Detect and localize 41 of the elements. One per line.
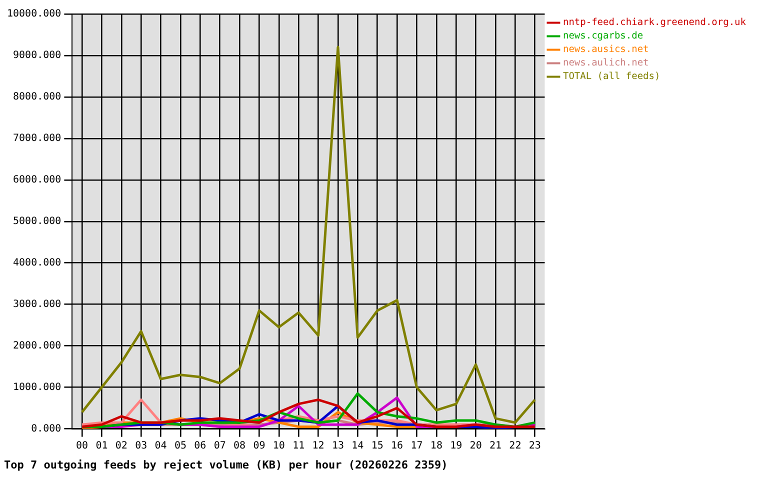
- x-tick-label: 10: [272, 440, 285, 452]
- y-tick-label: 9000.000: [13, 50, 62, 62]
- x-tick-label: 16: [391, 440, 404, 452]
- x-tick-label: 13: [332, 440, 344, 452]
- y-tick-label: 1000.000: [13, 382, 62, 393]
- y-tick-label: 7000.000: [13, 133, 62, 144]
- y-tick-label: 6000.000: [13, 174, 62, 186]
- legend-label: nntp-feed.chiark.greenend.org.uk: [562, 17, 746, 28]
- y-tick-label: 5000.000: [13, 216, 62, 227]
- legend-label: news.aulich.net: [562, 58, 649, 69]
- y-tick-label: 10000.000: [6, 8, 62, 20]
- x-tick-label: 14: [352, 440, 364, 452]
- y-tick-label: 3000.000: [13, 298, 62, 310]
- x-tick-label: 08: [234, 440, 246, 452]
- x-tick-label: 22: [509, 440, 522, 452]
- x-tick-label: 18: [430, 440, 442, 452]
- x-tick-label: 04: [154, 440, 167, 452]
- y-tick-label: 2000.000: [13, 340, 62, 352]
- x-tick-label: 20: [470, 440, 482, 452]
- x-tick-label: 11: [292, 440, 305, 452]
- x-tick-label: 00: [76, 440, 88, 452]
- x-tick-label: 19: [450, 440, 462, 452]
- x-tick-label: 17: [410, 440, 423, 452]
- x-tick-label: 23: [528, 440, 541, 452]
- x-tick-label: 01: [96, 440, 108, 452]
- y-tick-label: 0.000: [31, 423, 62, 434]
- x-tick-label: 03: [135, 440, 148, 452]
- x-tick-label: 02: [115, 440, 128, 452]
- legend-label: news.cgarbs.de: [562, 30, 644, 42]
- legend-label: news.ausics.net: [562, 44, 649, 56]
- x-tick-label: 05: [174, 440, 186, 452]
- x-tick-label: 07: [214, 440, 226, 452]
- x-tick-label: 12: [312, 440, 324, 452]
- x-tick-label: 06: [194, 440, 206, 452]
- x-tick-label: 15: [371, 440, 384, 452]
- y-tick-label: 4000.000: [13, 257, 62, 268]
- x-tick-label: 09: [253, 440, 266, 452]
- x-tick-label: 21: [489, 440, 502, 452]
- text: Top 7 outgoing feeds by reject volume (KB) per hour (20260226 2359): [4, 458, 448, 472]
- y-tick-label: 8000.000: [13, 92, 62, 103]
- legend-label: TOTAL (all feeds): [562, 71, 660, 82]
